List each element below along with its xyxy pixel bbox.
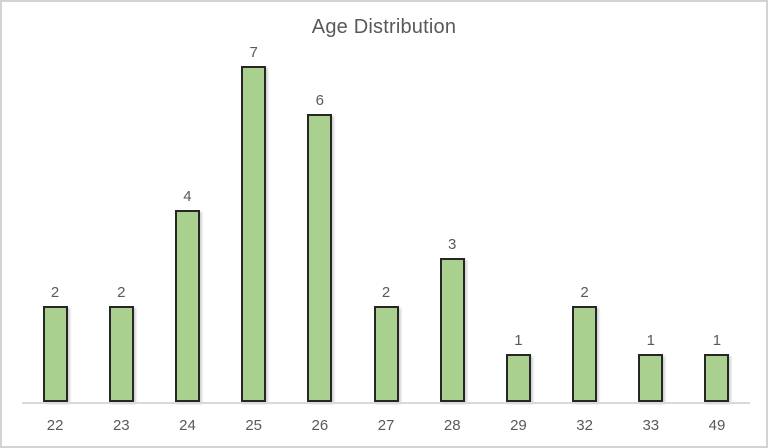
plot-area: 2 2 4 7 6 2 3 1 2 1 1	[22, 42, 750, 402]
x-axis-tick-label: 25	[245, 417, 262, 434]
bar-value-label: 1	[646, 332, 655, 349]
bar-value-label: 3	[448, 236, 457, 253]
bar	[307, 114, 333, 402]
x-axis-tick-label: 32	[576, 417, 593, 434]
bar	[373, 306, 399, 402]
bar-value-label: 1	[712, 332, 722, 349]
bar-value-label: 2	[580, 284, 589, 301]
bar-slot: 2	[22, 284, 88, 402]
x-axis-labels: 22 23 24 25 26 27 28 29 32 33 49	[22, 417, 750, 434]
bar	[505, 354, 531, 402]
x-axis-tick-label: 33	[642, 417, 660, 434]
bar	[704, 354, 730, 402]
bar	[241, 66, 267, 402]
bar-value-label: 4	[183, 188, 192, 205]
bar-slot: 1	[618, 332, 684, 402]
x-axis-tick-label: 24	[179, 417, 196, 434]
bar-slot: 4	[154, 188, 220, 402]
bar-slot: 1	[684, 332, 750, 402]
bar-slot: 2	[353, 284, 419, 402]
bar	[439, 258, 465, 402]
bar	[108, 306, 134, 402]
bar-slot: 1	[485, 332, 551, 402]
bar-slot: 2	[552, 284, 618, 402]
x-axis-tick-label: 22	[46, 417, 64, 434]
bar-slot: 2	[88, 284, 154, 402]
x-axis-tick-label: 26	[311, 417, 329, 434]
bar-slot: 6	[287, 92, 353, 402]
bar-value-label: 2	[50, 284, 60, 301]
bar	[638, 354, 664, 402]
bar	[572, 306, 598, 402]
bar-value-label: 1	[514, 332, 523, 349]
x-axis-tick-label: 49	[708, 417, 726, 434]
bar-slot: 3	[419, 236, 485, 402]
bar-value-label: 7	[249, 44, 258, 61]
x-axis-tick-label: 29	[510, 417, 527, 434]
bar-slot: 7	[221, 44, 287, 402]
x-axis-line	[22, 402, 750, 404]
bar-value-label: 2	[117, 284, 126, 301]
chart-title: Age Distribution	[311, 16, 457, 38]
bar	[42, 306, 68, 402]
x-axis-tick-label: 28	[443, 417, 461, 434]
x-axis-tick-label: 23	[112, 417, 130, 434]
x-axis-tick-label: 27	[377, 417, 395, 434]
bar-value-label: 2	[381, 284, 391, 301]
bar-value-label: 6	[315, 92, 325, 109]
bar	[174, 210, 200, 402]
